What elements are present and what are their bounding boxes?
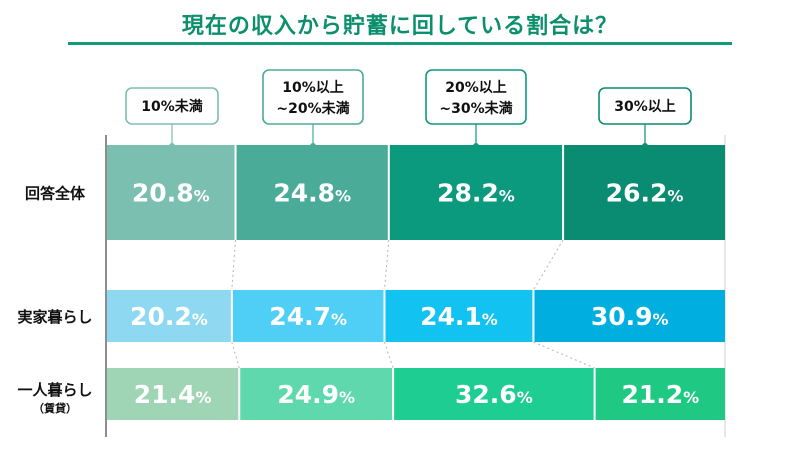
bar-segment (107, 290, 231, 342)
data-label: 28.2% (437, 179, 515, 208)
data-label: 21.2% (621, 380, 699, 409)
bar-segment (595, 368, 725, 420)
legend-label-line2: ~20%未満 (276, 100, 349, 117)
data-label: 24.1% (420, 302, 498, 331)
bar-segment (232, 290, 384, 342)
legend-label-line2: ~30%未満 (439, 100, 512, 117)
data-label: 24.8% (273, 179, 351, 208)
legend-label-line1: 10%以上 (282, 80, 344, 96)
connector-line (533, 341, 595, 369)
legend-label: 30%以上 (614, 99, 676, 115)
legend-box (425, 69, 527, 125)
connector-line (231, 341, 240, 369)
row-sublabel: （賃貸） (33, 401, 77, 415)
legend-label: 10%未満 (141, 98, 203, 115)
legend-box (262, 69, 364, 125)
data-label: 20.2% (130, 302, 208, 331)
bar-segment (389, 145, 563, 240)
row-label: 回答全体 (25, 185, 86, 203)
data-label: 21.4% (134, 380, 212, 409)
bar-segment (107, 368, 239, 420)
legend-pointer-dot (310, 143, 316, 149)
bar-segment (236, 145, 388, 240)
row-label: 一人暮らし (17, 381, 92, 399)
title-underline (68, 42, 732, 45)
legend-label-line1: 20%以上 (445, 80, 507, 96)
bar-segment (394, 368, 594, 420)
data-label: 32.6% (455, 380, 533, 409)
legend-pointer-dot (642, 143, 648, 149)
legend-box (125, 87, 219, 125)
bar-segment (385, 290, 533, 342)
row-label: 実家暮らし (17, 308, 92, 326)
bar-segment (564, 145, 725, 240)
legend-pointer-dot (169, 143, 175, 149)
data-label: 24.9% (277, 380, 355, 409)
connector-line (384, 341, 394, 369)
data-label: 20.8% (132, 179, 210, 208)
bar-segment (534, 290, 725, 342)
connector-line (231, 239, 237, 291)
chart-title: 現在の収入から貯蓄に回している割合は？ (181, 14, 619, 39)
connector-line (383, 239, 390, 291)
legend-pointer-dot (473, 143, 479, 149)
data-label: 30.9% (591, 302, 669, 331)
data-label: 26.2% (606, 179, 684, 208)
bar-segment (240, 368, 393, 420)
connector-line (532, 239, 564, 291)
data-label: 24.7% (269, 302, 347, 331)
bar-segment (107, 145, 235, 240)
legend-box (598, 87, 692, 125)
